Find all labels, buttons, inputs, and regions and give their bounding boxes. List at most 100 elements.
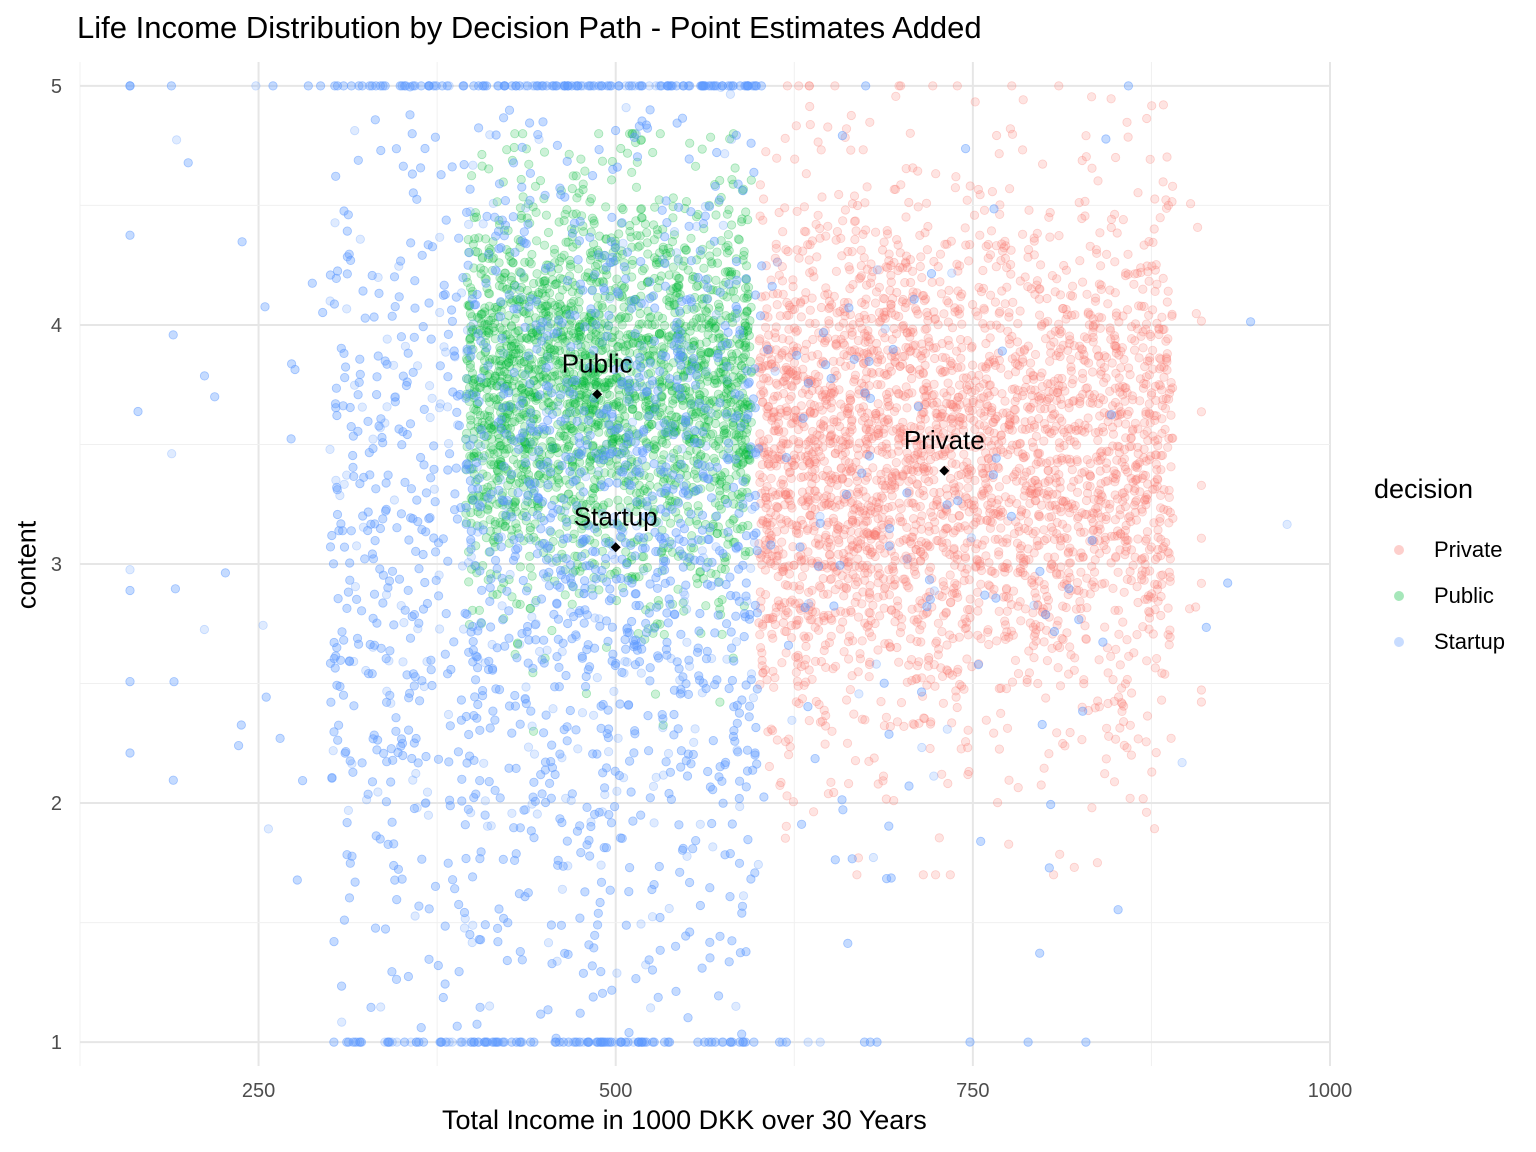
data-point: [1101, 464, 1111, 474]
data-point: [1055, 533, 1065, 543]
data-point: [782, 297, 792, 308]
data-point: [1133, 734, 1143, 744]
data-point: [648, 147, 658, 158]
data-point: [790, 154, 800, 164]
data-point: [851, 573, 861, 583]
data-point: [855, 649, 865, 659]
data-point: [551, 482, 562, 492]
data-point: [1100, 622, 1110, 632]
data-point: [1149, 824, 1160, 834]
data-point: [1154, 364, 1165, 374]
data-point: [774, 545, 784, 555]
data-point: [813, 625, 824, 635]
data-point: [920, 324, 930, 334]
data-point: [940, 366, 950, 377]
data-point: [1088, 314, 1098, 324]
data-point: [897, 614, 907, 624]
data-point: [877, 520, 887, 530]
data-point: [894, 498, 904, 508]
data-point: [901, 164, 911, 174]
data-point: [974, 556, 985, 566]
data-point: [1079, 675, 1089, 685]
data-point: [895, 516, 906, 526]
data-point: [573, 264, 584, 274]
data-point: [1001, 241, 1011, 251]
data-point: [1010, 469, 1020, 479]
data-point: [1165, 576, 1175, 586]
data-point: [889, 184, 899, 194]
data-point: [1110, 383, 1120, 393]
data-point: [840, 205, 851, 215]
data-point: [943, 317, 954, 327]
data-point: [1145, 329, 1155, 339]
data-point: [870, 227, 881, 237]
data-point: [883, 414, 893, 424]
data-point: [789, 581, 799, 591]
data-point: [1071, 425, 1081, 436]
data-point: [764, 330, 774, 340]
data-point: [1046, 348, 1056, 358]
data-point: [835, 421, 845, 432]
data-point: [874, 351, 885, 361]
data-point: [637, 213, 647, 223]
data-point: [841, 466, 852, 476]
data-point: [1029, 398, 1039, 408]
data-point: [784, 369, 794, 379]
data-point: [784, 324, 794, 334]
data-point: [837, 442, 848, 453]
data-point: [904, 583, 914, 593]
data-point: [1090, 428, 1101, 438]
data-point: [1066, 354, 1076, 364]
data-point: [778, 618, 789, 628]
data-point: [1112, 455, 1122, 465]
data-point: [1064, 568, 1074, 578]
data-point: [681, 245, 691, 255]
data-point: [1010, 655, 1021, 666]
data-point: [1141, 409, 1151, 419]
data-point: [804, 665, 814, 675]
data-point: [1034, 395, 1044, 405]
data-point: [958, 413, 968, 424]
data-point: [1150, 194, 1160, 204]
data-point: [1165, 625, 1175, 635]
data-point: [1144, 276, 1154, 286]
data-point: [762, 554, 772, 564]
data-point: [528, 278, 539, 289]
data-point: [1122, 743, 1132, 753]
data-point: [921, 378, 931, 389]
data-point: [950, 307, 960, 317]
data-point: [1083, 309, 1093, 319]
data-point: [1120, 444, 1130, 455]
data-point: [1000, 396, 1010, 406]
data-point: [1037, 500, 1047, 510]
data-point: [892, 235, 902, 245]
data-point: [1017, 505, 1027, 515]
data-point: [1066, 585, 1076, 596]
data-point: [798, 519, 808, 530]
data-point: [1013, 668, 1024, 679]
data-point: [1031, 593, 1041, 603]
data-point: [1031, 620, 1041, 630]
data-point: [549, 244, 560, 254]
data-point: [800, 500, 811, 511]
data-point: [1196, 578, 1207, 588]
data-point: [1196, 407, 1207, 417]
data-point: [1001, 591, 1011, 602]
data-point: [1156, 610, 1166, 621]
data-point: [764, 376, 774, 386]
data-point: [1079, 527, 1089, 537]
data-point: [892, 596, 903, 606]
data-point: [1134, 353, 1144, 363]
data-point: [1094, 655, 1104, 665]
data-point: [1144, 370, 1155, 380]
data-point: [976, 489, 987, 500]
data-point: [1022, 374, 1032, 385]
data-point: [1108, 583, 1118, 594]
data-point: [918, 346, 928, 356]
data-point: [1141, 372, 1151, 382]
data-point: [766, 473, 776, 483]
data-point: [821, 231, 831, 241]
data-point: [1196, 533, 1207, 543]
data-point: [949, 544, 959, 555]
data-point: [1078, 552, 1088, 562]
